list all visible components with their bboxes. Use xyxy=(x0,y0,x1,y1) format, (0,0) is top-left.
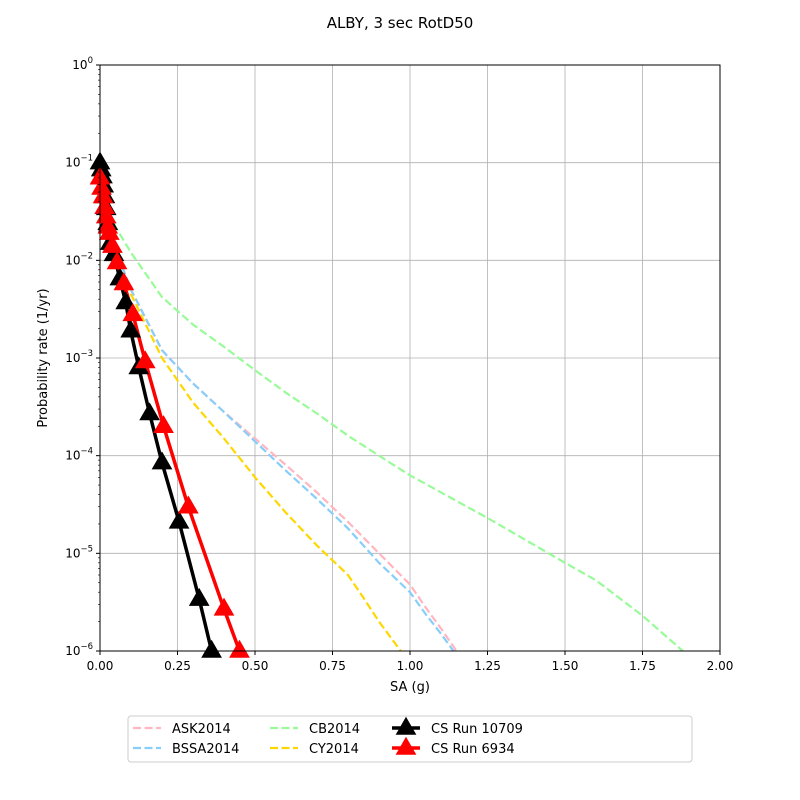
data-point-cs-run-6934 xyxy=(177,495,199,514)
x-axis: 0.00 0.25 0.50 0.75 1.00 1.25 1.50 1.75 2.00 xyxy=(87,651,734,673)
x-tick-label: 1.25 xyxy=(474,659,501,673)
marker-layer xyxy=(89,151,250,658)
data-point-cs-run-10709 xyxy=(201,639,222,658)
data-point-cs-run-10709 xyxy=(115,291,137,310)
legend-box xyxy=(127,715,693,763)
y-tick-label: 10−5 xyxy=(65,544,93,560)
legend-label-cs-run-10709: CS Run 10709 xyxy=(431,722,523,737)
data-point-cs-run-6934 xyxy=(134,350,156,369)
x-tick-label: 1.00 xyxy=(397,659,424,673)
y-tick-label: 10−2 xyxy=(65,251,93,267)
legend-label-cs-run-6934: CS Run 6934 xyxy=(431,742,515,757)
legend-label-cb2014: CB2014 xyxy=(309,722,360,737)
data-point-cs-run-10709 xyxy=(168,510,190,529)
data-point-cs-run-10709 xyxy=(188,587,210,606)
data-point-cs-run-10709 xyxy=(139,402,160,421)
x-tick-label: 2.00 xyxy=(707,659,734,673)
data-point-cs-run-6934 xyxy=(102,234,123,253)
data-point-cs-run-10709 xyxy=(120,319,142,338)
y-axis: 100 10−1 10−2 10−3 10−4 10−5 10−6 xyxy=(65,56,100,658)
y-tick-label: 10−1 xyxy=(65,154,93,170)
data-point-cs-run-6934 xyxy=(153,415,174,434)
x-axis-label: SA (g) xyxy=(390,680,430,695)
series-line-cy2014 xyxy=(100,206,402,651)
data-point-cs-run-6934 xyxy=(229,639,250,658)
legend-label-bssa2014: BSSA2014 xyxy=(172,742,239,757)
y-axis-label: Probability rate (1/yr) xyxy=(36,288,51,427)
chart-title: ALBY, 3 sec RotD50 xyxy=(327,14,474,32)
series-line-bssa2014 xyxy=(100,201,455,651)
y-tick-label: 10−4 xyxy=(65,447,93,463)
x-tick-label: 0.75 xyxy=(319,659,346,673)
y-tick-label: 10−3 xyxy=(65,349,93,365)
series-layer xyxy=(100,162,684,651)
data-point-cs-run-6934 xyxy=(113,272,135,291)
data-point-cs-run-6934 xyxy=(122,303,144,322)
series-line-cs-run-6934 xyxy=(100,177,242,651)
legend-marker-cs-run-6934 xyxy=(395,736,417,755)
x-tick-label: 1.50 xyxy=(552,659,579,673)
x-tick-label: 0.00 xyxy=(87,659,114,673)
legend-marker-cs-run-10709 xyxy=(395,716,417,735)
legend: ASK2014 BSSA2014 CB2014 CY2014 CS Run 10709 C… xyxy=(127,715,693,763)
data-point-cs-run-6934 xyxy=(98,221,120,240)
x-tick-label: 1.75 xyxy=(629,659,656,673)
legend-label-cy2014: CY2014 xyxy=(309,742,359,757)
legend-label-ask2014: ASK2014 xyxy=(172,722,231,737)
data-point-cs-run-6934 xyxy=(213,597,235,616)
data-point-cs-run-10709 xyxy=(151,451,173,470)
x-tick-label: 0.25 xyxy=(164,659,191,673)
data-point-cs-run-6934 xyxy=(106,251,128,270)
y-tick-label: 100 xyxy=(72,56,93,72)
series-line-cb2014 xyxy=(100,191,684,651)
x-tick-label: 0.50 xyxy=(242,659,269,673)
grid-lines xyxy=(99,64,721,652)
y-tick-label: 10−6 xyxy=(65,642,93,658)
